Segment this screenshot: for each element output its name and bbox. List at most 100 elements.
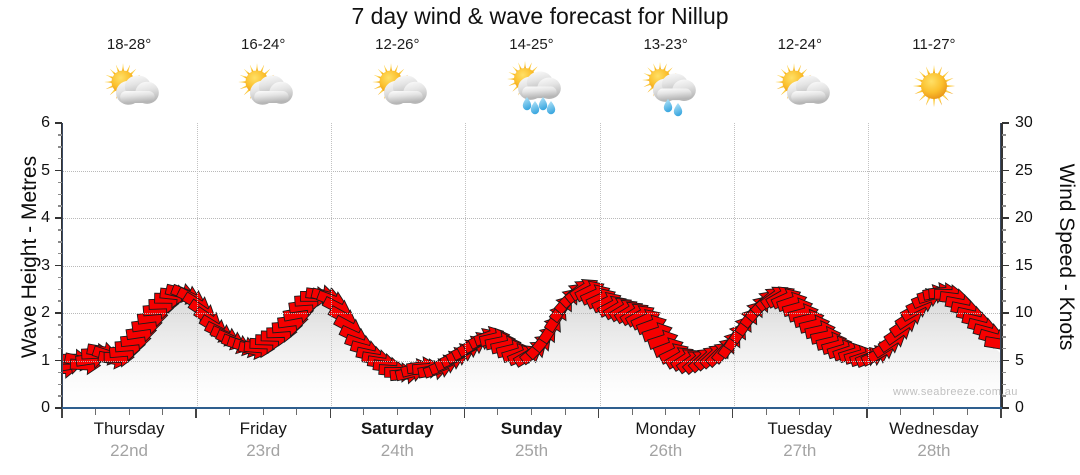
y-tick-minor (1002, 241, 1006, 243)
y-tick-minor (58, 395, 62, 397)
y-tick-minor (1002, 157, 1006, 160)
day-date-label: 28th (917, 441, 951, 460)
y-tick-minor (58, 205, 62, 207)
x-tick-major (731, 409, 734, 418)
partly-cloudy-icon (228, 55, 298, 117)
y-tick-minor (1002, 252, 1006, 255)
y-tick-minor (1002, 205, 1006, 207)
day-date-label: 25th (514, 441, 549, 460)
y-tick-minor (58, 347, 62, 350)
x-tick-minor (698, 409, 700, 415)
day-date-label: 24th (380, 441, 414, 460)
page-title: 7 day wind & wave forecast for Nillup (351, 3, 729, 29)
x-tick-minor (430, 409, 432, 415)
y-tick-label: 5 (41, 161, 50, 179)
x-tick-minor (229, 409, 231, 415)
y-tick-minor (58, 134, 62, 136)
plot-area (62, 123, 1001, 408)
y-tick-major (1002, 359, 1009, 362)
x-tick-major (463, 409, 466, 418)
day-name-label: Wednesday (889, 419, 979, 438)
day-header-wednesday: 11-27° (867, 36, 1001, 124)
y-tick-minor (1002, 383, 1006, 385)
y-tick-label: 15 (1015, 256, 1033, 274)
day-date-label: 23rd (246, 441, 281, 460)
y-tick-minor (1002, 181, 1006, 184)
day-name-label: Monday (635, 419, 696, 438)
vertical-gridline (331, 123, 333, 408)
y-tick-minor (1002, 134, 1006, 136)
y-tick-major (1002, 312, 1009, 314)
day-header-sunday: 14-25° (464, 36, 598, 124)
temperature-range-label: 16-24° (241, 36, 286, 53)
x-tick-minor (832, 409, 834, 415)
horizontal-gridline (63, 218, 1000, 219)
y-tick-major (1002, 407, 1009, 409)
day-footer-tuesday: Tuesday 27th (733, 418, 867, 470)
x-tick-minor (262, 409, 264, 415)
x-tick-minor (531, 409, 532, 415)
day-header-tuesday: 12-24° (733, 36, 867, 124)
wave-height-axis: 0 1 2 3 4 5 6 (2, 115, 62, 416)
x-tick-minor (765, 409, 767, 415)
x-tick-major (61, 409, 63, 418)
y-tick-major (55, 359, 62, 362)
partly-cloudy-icon (94, 55, 164, 117)
y-tick-minor (58, 229, 62, 231)
day-date-label: 27th (783, 441, 817, 460)
y-tick-minor (1002, 324, 1006, 326)
y-tick-label: 0 (1015, 399, 1024, 416)
y-tick-minor (58, 371, 62, 374)
y-tick-major (1002, 122, 1009, 124)
y-tick-minor (1002, 300, 1006, 302)
y-tick-label: 0 (41, 399, 50, 416)
day-name-label: Sunday (500, 419, 563, 438)
day-header-saturday: 12-26° (330, 36, 464, 124)
day-name-label: Thursday (93, 419, 165, 438)
day-name-label: Friday (239, 419, 287, 438)
y-tick-label: 5 (1015, 351, 1024, 369)
day-name-label: Saturday (360, 419, 434, 438)
day-footer-wednesday: Wednesday 28th (867, 418, 1001, 470)
vertical-gridline (867, 123, 869, 408)
day-footer-monday: Monday 26th (599, 418, 733, 470)
day-header-strip: 18-28° 16-24° 12-26° 14-25° 13-23° 12-24° 11-2… (62, 36, 1001, 124)
y-tick-label: 6 (41, 114, 50, 131)
x-tick-major (866, 409, 868, 418)
horizontal-gridline (63, 265, 1000, 267)
y-tick-minor (58, 146, 62, 148)
day-footer-strip: Thursday 22nd Friday 23rd Saturday 24th Sunday… (62, 418, 1001, 470)
temperature-range-label: 14-25° (509, 36, 554, 53)
y-tick-minor (58, 383, 62, 385)
y-tick-minor (58, 181, 62, 184)
y-tick-minor (1002, 288, 1006, 290)
x-tick-major (195, 409, 197, 418)
day-footer-sunday: Sunday 25th (464, 418, 598, 470)
y-tick-major (1002, 264, 1009, 267)
x-tick-minor (899, 409, 901, 415)
y-tick-label: 30 (1015, 114, 1033, 131)
x-tick-minor (128, 409, 130, 415)
horizontal-gridline (63, 360, 1000, 362)
wind-speed-axis: 0 5 10 15 20 25 30 (1001, 115, 1061, 416)
x-tick-minor (799, 409, 801, 415)
x-tick-minor (497, 409, 499, 415)
sunny-icon (899, 55, 969, 117)
vertical-gridline (599, 123, 601, 408)
day-date-label: 22nd (110, 441, 148, 460)
y-tick-minor (1002, 336, 1006, 338)
y-tick-label: 4 (41, 209, 50, 226)
y-tick-minor (1002, 193, 1006, 195)
vertical-gridline (733, 123, 735, 408)
y-tick-label: 3 (41, 256, 50, 274)
right-axis-title: Wind Speed - Knots (1055, 163, 1078, 351)
x-tick-minor (396, 409, 398, 415)
temperature-range-label: 12-24° (777, 36, 822, 53)
day-header-friday: 16-24° (196, 36, 330, 124)
y-tick-major (55, 169, 62, 172)
right-axis-spine (1001, 123, 1003, 408)
day-footer-saturday: Saturday 24th (330, 418, 464, 470)
x-tick-minor (363, 409, 365, 415)
x-tick-major (1000, 409, 1002, 418)
